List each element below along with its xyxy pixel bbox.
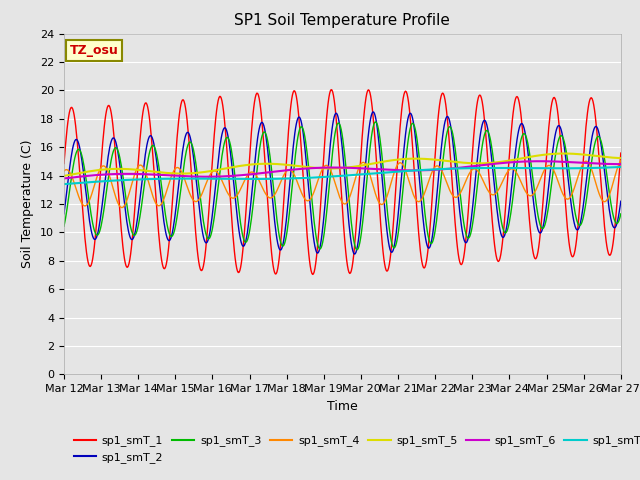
sp1_smT_4 [185, 188, 193, 193]
sp1_smT_4 [118, 204, 126, 210]
Line: sp1_smT_7: sp1_smT_7 [64, 167, 621, 184]
sp1_smT_3 [214, 190, 221, 196]
sp1_smT_4 [411, 195, 419, 201]
sp1_smT_3 [60, 223, 68, 229]
sp1_smT_6 [70, 174, 78, 180]
sp1_smT_5 [60, 173, 68, 179]
sp1_smT_7 [60, 181, 68, 187]
sp1_smT_5 [214, 167, 221, 173]
sp1_smT_7 [410, 168, 418, 173]
sp1_smT_2 [60, 211, 68, 216]
sp1_smT_7 [127, 177, 135, 182]
sp1_smT_1 [127, 245, 135, 251]
X-axis label: Time: Time [327, 400, 358, 413]
sp1_smT_2 [617, 198, 625, 204]
sp1_smT_4 [128, 180, 136, 185]
Y-axis label: Soil Temperature (C): Soil Temperature (C) [22, 140, 35, 268]
sp1_smT_5 [559, 151, 567, 156]
sp1_smT_7 [214, 176, 221, 181]
sp1_smT_4 [70, 180, 78, 185]
Line: sp1_smT_6: sp1_smT_6 [64, 161, 621, 179]
sp1_smT_7 [184, 176, 192, 181]
sp1_smT_2 [127, 237, 135, 242]
Line: sp1_smT_1: sp1_smT_1 [64, 90, 621, 275]
sp1_smT_2 [70, 140, 78, 146]
sp1_smT_5 [617, 155, 625, 161]
sp1_smT_6 [214, 174, 221, 180]
sp1_smT_1 [428, 200, 436, 206]
sp1_smT_5 [127, 167, 135, 172]
sp1_smT_5 [410, 156, 418, 161]
Legend: sp1_smT_1, sp1_smT_2, sp1_smT_3, sp1_smT_4, sp1_smT_5, sp1_smT_6, sp1_smT_7: sp1_smT_1, sp1_smT_2, sp1_smT_3, sp1_smT… [70, 431, 640, 468]
sp1_smT_1 [214, 102, 221, 108]
sp1_smT_2 [369, 109, 377, 115]
sp1_smT_5 [426, 156, 434, 162]
sp1_smT_4 [214, 170, 222, 176]
sp1_smT_1 [617, 150, 625, 156]
sp1_smT_6 [617, 161, 625, 167]
sp1_smT_6 [536, 158, 543, 164]
sp1_smT_1 [184, 126, 192, 132]
sp1_smT_7 [70, 180, 78, 186]
sp1_smT_2 [184, 130, 192, 135]
sp1_smT_3 [184, 142, 192, 148]
sp1_smT_5 [70, 171, 78, 177]
Line: sp1_smT_2: sp1_smT_2 [64, 112, 621, 254]
Line: sp1_smT_4: sp1_smT_4 [64, 161, 621, 207]
sp1_smT_3 [70, 158, 78, 164]
sp1_smT_1 [70, 112, 78, 118]
Line: sp1_smT_3: sp1_smT_3 [64, 122, 621, 250]
sp1_smT_6 [60, 176, 68, 181]
sp1_smT_3 [371, 119, 379, 125]
sp1_smT_4 [60, 168, 68, 174]
sp1_smT_6 [410, 168, 418, 173]
sp1_smT_1 [327, 87, 335, 93]
Line: sp1_smT_5: sp1_smT_5 [64, 154, 621, 176]
sp1_smT_3 [428, 240, 436, 246]
sp1_smT_1 [308, 272, 316, 277]
sp1_smT_6 [426, 167, 434, 173]
sp1_smT_3 [127, 227, 135, 233]
sp1_smT_7 [617, 164, 625, 170]
sp1_smT_1 [60, 161, 68, 167]
sp1_smT_3 [353, 247, 360, 252]
Text: TZ_osu: TZ_osu [70, 44, 118, 57]
sp1_smT_4 [617, 158, 625, 164]
sp1_smT_4 [428, 171, 435, 177]
Title: SP1 Soil Temperature Profile: SP1 Soil Temperature Profile [234, 13, 451, 28]
sp1_smT_2 [428, 237, 436, 242]
sp1_smT_3 [412, 128, 419, 133]
sp1_smT_3 [617, 211, 625, 217]
sp1_smT_2 [412, 136, 419, 142]
sp1_smT_2 [214, 165, 221, 171]
sp1_smT_6 [184, 173, 192, 179]
sp1_smT_7 [426, 167, 434, 172]
sp1_smT_1 [412, 188, 419, 194]
sp1_smT_6 [127, 171, 135, 177]
sp1_smT_2 [351, 251, 358, 257]
sp1_smT_5 [184, 170, 192, 176]
